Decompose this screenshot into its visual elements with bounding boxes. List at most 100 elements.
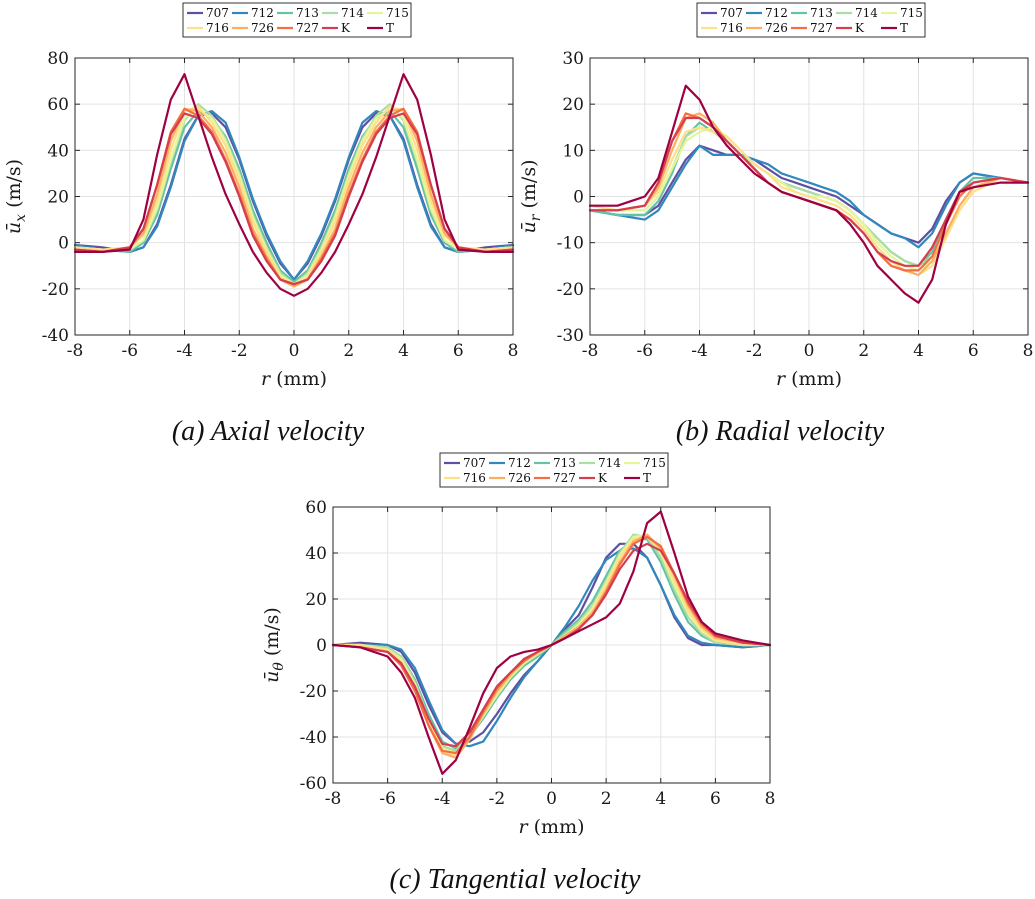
y-tick-label: 60 (47, 95, 69, 115)
legend: 707 712 713 714 715 716 726 727 K T (439, 452, 669, 488)
legend-label-712: 712 (251, 6, 274, 20)
y-tick-label: 40 (47, 141, 69, 161)
legend-label-713: 713 (296, 6, 319, 20)
x-tick-label: -4 (434, 789, 451, 809)
x-tick-label: 6 (968, 341, 979, 361)
legend-label-T: T (900, 21, 908, 35)
legend-label-714: 714 (855, 6, 878, 20)
legend-label-726: 726 (765, 21, 788, 35)
y-axis-label: ūr (m/s) (518, 160, 544, 234)
legend-label-716: 716 (206, 21, 229, 35)
legend-label-707: 707 (463, 456, 486, 470)
series-line-T (588, 84, 1030, 304)
legend-box (182, 2, 412, 38)
y-tick-label: -10 (557, 234, 584, 254)
y-tick-label: 0 (316, 636, 327, 656)
legend-box (696, 2, 926, 38)
x-tick-label: -2 (746, 341, 763, 361)
x-tick-label: 8 (1023, 341, 1034, 361)
x-tick-label: 2 (601, 789, 612, 809)
y-tick-label: 80 (47, 49, 69, 69)
x-tick-label: 4 (398, 341, 409, 361)
legend-label-712: 712 (765, 6, 788, 20)
x-tick-label: -4 (176, 341, 193, 361)
legend-label-716: 716 (463, 471, 486, 485)
legend-label-T: T (386, 21, 394, 35)
legend-label-T: T (643, 471, 651, 485)
legend: 707 712 713 714 715 716 726 727 K T (182, 2, 412, 38)
legend-label-707: 707 (206, 6, 229, 20)
legend-label-713: 713 (810, 6, 833, 20)
legend-label-727: 727 (296, 21, 319, 35)
legend-label-715: 715 (643, 456, 666, 470)
series-line-707 (588, 144, 1030, 244)
legend-label-726: 726 (251, 21, 274, 35)
legend-label-727: 727 (810, 21, 833, 35)
series-line-T (331, 510, 772, 775)
series-line-726 (73, 107, 515, 288)
x-tick-label: -8 (325, 789, 342, 809)
y-axis-label: ūx (m/s) (3, 159, 29, 234)
x-tick-label: 6 (710, 789, 721, 809)
legend-label-713: 713 (553, 456, 576, 470)
x-tick-label: 0 (804, 341, 815, 361)
x-tick-label: -6 (636, 341, 653, 361)
legend-label-727: 727 (553, 471, 576, 485)
caption-b: (b) Radial velocity (676, 416, 885, 447)
y-tick-label: 20 (305, 590, 327, 610)
y-tick-label: -20 (557, 280, 584, 300)
y-tick-label: -60 (300, 774, 327, 794)
y-tick-label: 10 (562, 141, 584, 161)
x-tick-label: 8 (508, 341, 519, 361)
y-tick-label: 40 (305, 544, 327, 564)
y-tick-label: -40 (300, 728, 327, 748)
y-tick-label: 20 (47, 188, 69, 208)
legend-label-715: 715 (386, 6, 409, 20)
x-tick-label: -2 (231, 341, 248, 361)
legend-label-714: 714 (598, 456, 621, 470)
legend-label-714: 714 (341, 6, 364, 20)
y-tick-label: -40 (42, 326, 69, 346)
series-line-713 (73, 110, 515, 283)
legend-label-726: 726 (508, 471, 531, 485)
y-tick-label: -20 (42, 280, 69, 300)
x-tick-label: 4 (655, 789, 666, 809)
x-tick-label: 2 (343, 341, 354, 361)
legend-label-715: 715 (900, 6, 923, 20)
legend: 707 712 713 714 715 716 726 727 K T (696, 2, 926, 38)
x-tick-label: -8 (582, 341, 599, 361)
x-tick-label: 2 (858, 341, 869, 361)
legend-box (439, 452, 669, 488)
y-tick-label: 30 (562, 49, 584, 69)
y-tick-label: -30 (557, 326, 584, 346)
caption-a: (a) Axial velocity (172, 416, 365, 447)
legend-label-707: 707 (720, 6, 743, 20)
legend-label-K: K (855, 21, 865, 35)
legend-label-716: 716 (720, 21, 743, 35)
y-tick-label: 0 (58, 234, 69, 254)
y-tick-label: -20 (300, 682, 327, 702)
x-tick-label: 6 (453, 341, 464, 361)
x-tick-label: -2 (489, 789, 506, 809)
caption-c: (c) Tangential velocity (390, 864, 641, 895)
x-axis-label: r (mm) (261, 368, 327, 390)
series-line-T (73, 73, 515, 297)
legend-label-K: K (341, 21, 351, 35)
y-axis-label: ūθ (m/s) (261, 607, 287, 683)
y-tick-label: 0 (573, 188, 584, 208)
x-tick-label: 0 (546, 789, 557, 809)
x-tick-label: -4 (691, 341, 708, 361)
series-line-K (73, 112, 515, 286)
x-tick-label: 0 (289, 341, 300, 361)
legend-label-K: K (598, 471, 608, 485)
x-tick-label: 8 (765, 789, 776, 809)
legend-label-712: 712 (508, 456, 531, 470)
x-axis-label: r (mm) (776, 368, 842, 390)
series-line-712 (588, 144, 1030, 249)
x-tick-label: -8 (67, 341, 84, 361)
x-tick-label: -6 (121, 341, 138, 361)
x-tick-label: 4 (913, 341, 924, 361)
